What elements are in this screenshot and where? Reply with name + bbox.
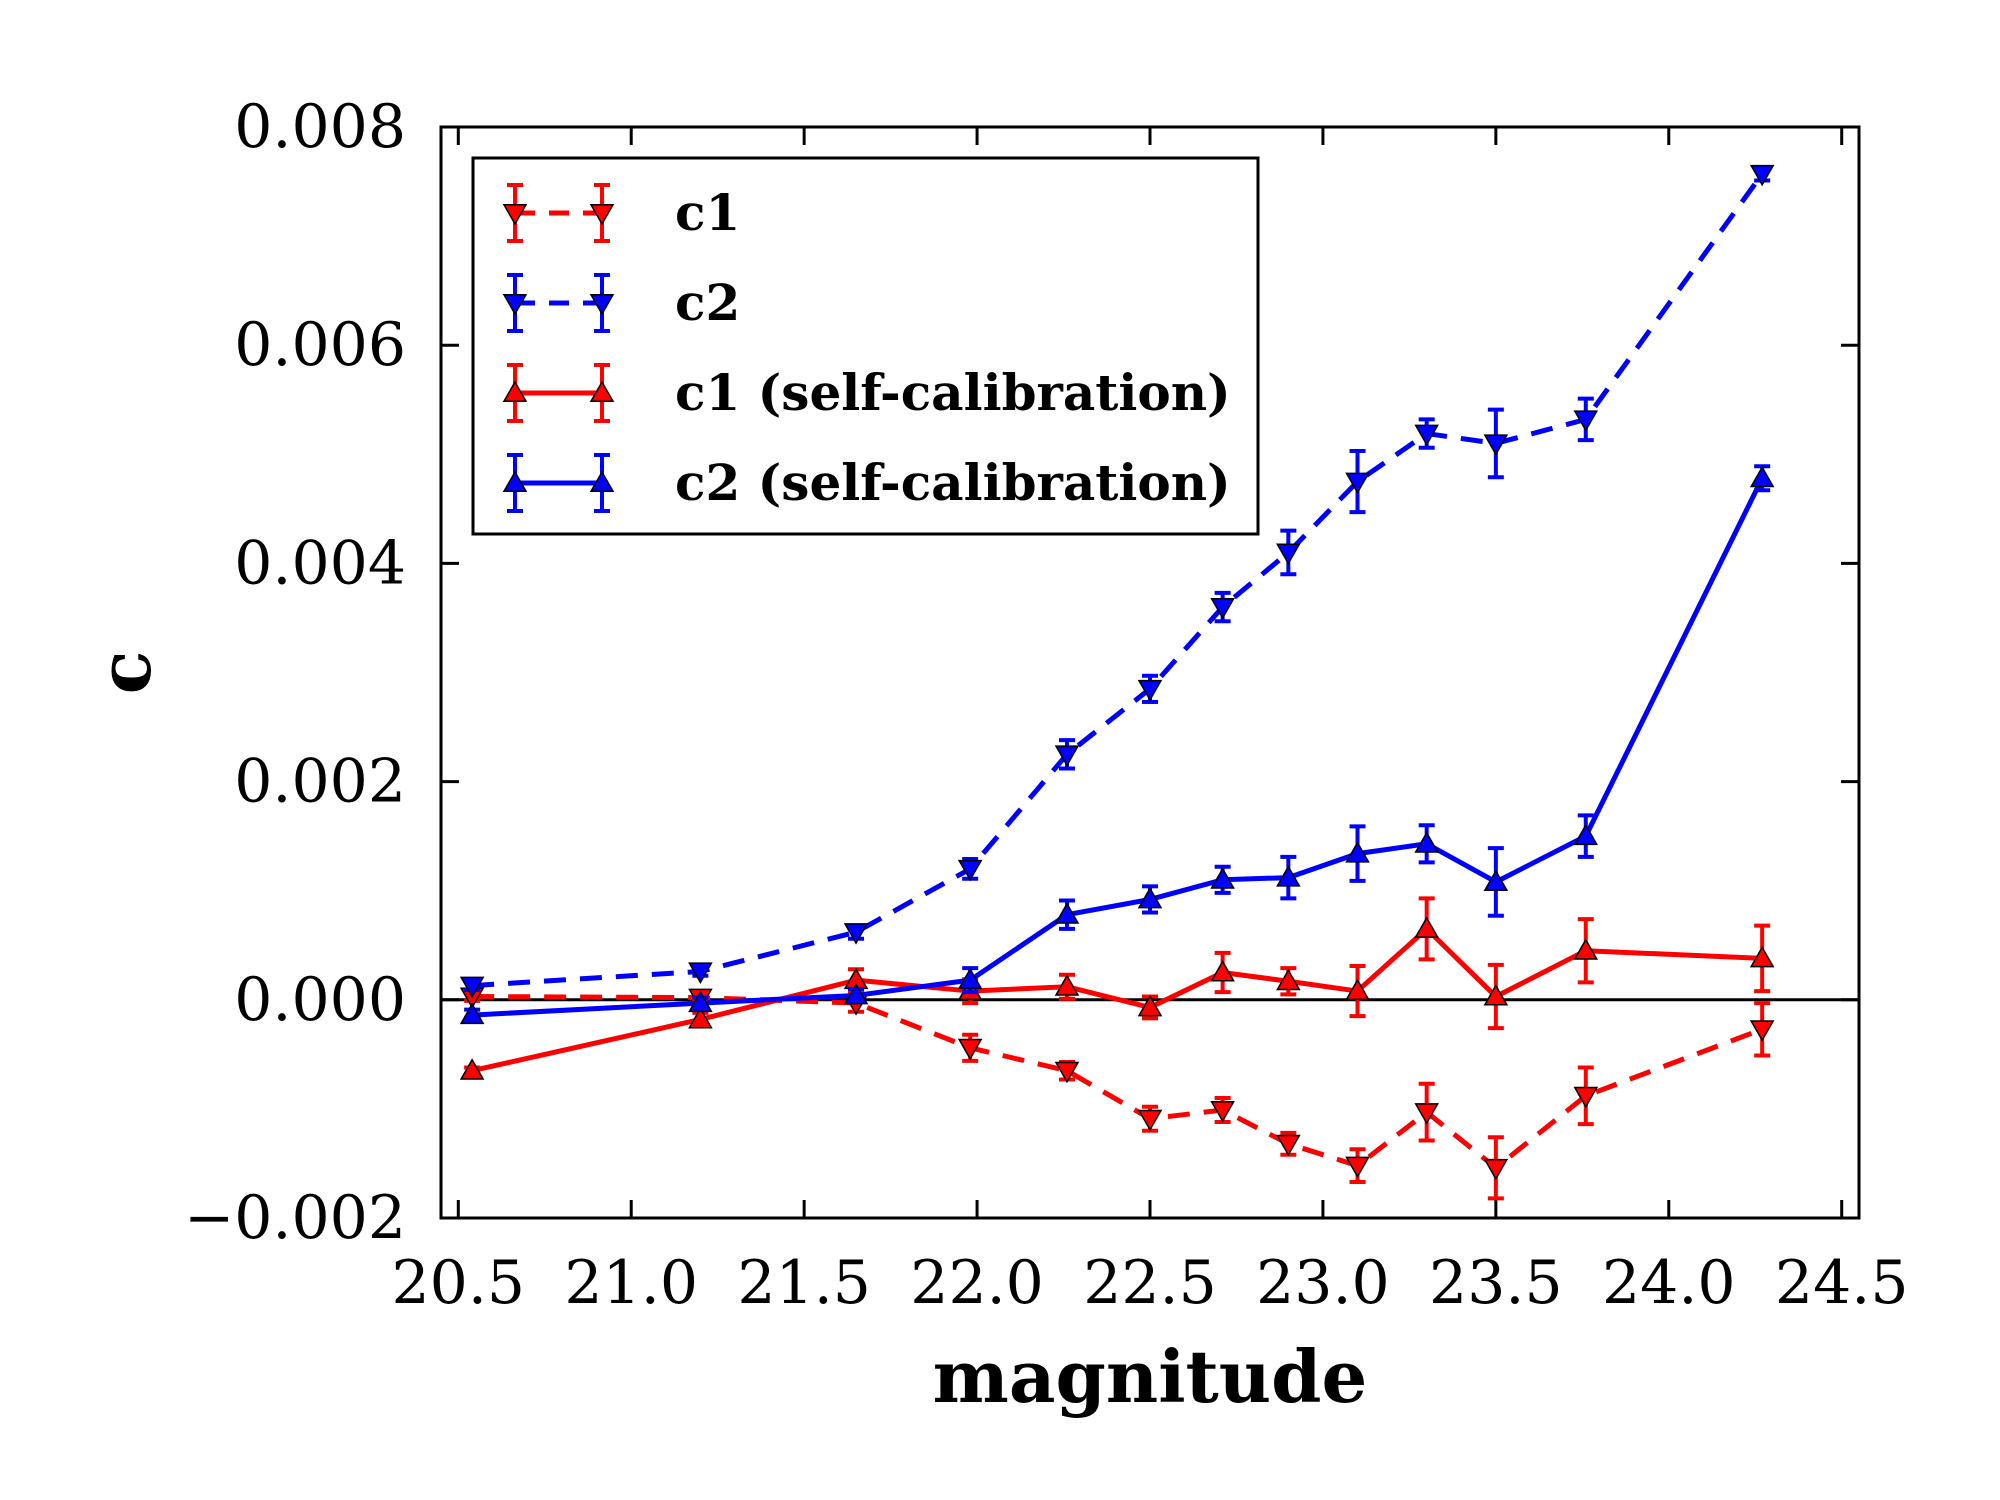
data-point [1210, 598, 1235, 620]
legend-label: c1 (self-calibration) [675, 363, 1231, 422]
legend-label: c2 (self-calibration) [675, 453, 1231, 512]
data-point [1137, 886, 1163, 909]
data-point [1054, 902, 1080, 924]
x-tick-label: 20.5 [391, 1248, 525, 1318]
legend-marker [502, 294, 528, 316]
y-tick-label: 0.000 [234, 965, 406, 1035]
data-point [1054, 1061, 1080, 1084]
series-3 [459, 896, 1775, 1080]
data-point [1573, 1086, 1599, 1109]
data-point [1749, 945, 1775, 968]
data-point [957, 967, 983, 990]
data-point [1210, 1100, 1235, 1123]
data-point [1414, 1103, 1439, 1125]
legend-marker [502, 470, 528, 492]
data-point [1414, 916, 1439, 938]
legend-marker [502, 380, 528, 402]
legend-label: c2 [675, 273, 740, 332]
legend-marker [502, 204, 528, 226]
x-tick-label: 23.0 [1256, 1248, 1390, 1318]
data-point [1054, 745, 1080, 767]
y-tick-label: 0.006 [234, 310, 406, 380]
x-tick-label: 21.5 [737, 1248, 871, 1318]
data-point [1573, 938, 1599, 960]
data-point [688, 962, 713, 984]
y-axis-title: c [82, 651, 167, 695]
x-tick-label: 21.0 [564, 1248, 698, 1318]
data-point [1054, 974, 1080, 996]
legend-marker [589, 470, 615, 492]
legend-marker [589, 204, 615, 226]
data-point [1414, 424, 1439, 447]
data-point [1749, 465, 1775, 488]
legend-entry-3: c1 (self-calibration) [502, 363, 1231, 423]
legend-marker [589, 294, 615, 316]
y-tick-label: 0.002 [234, 747, 406, 817]
legend-entry-1: c1 [502, 183, 740, 243]
data-point [843, 982, 869, 1005]
data-point [1345, 841, 1370, 863]
series-4 [459, 464, 1775, 1025]
data-point [1137, 679, 1163, 702]
data-point [459, 1058, 485, 1080]
y-tick-label: 0.004 [234, 528, 406, 598]
y-tick-label: −0.002 [184, 1183, 406, 1253]
x-tick-label: 23.5 [1429, 1248, 1563, 1318]
legend-entry-2: c2 [502, 273, 740, 333]
x-tick-label: 22.5 [1083, 1248, 1217, 1318]
data-point [1483, 1158, 1509, 1181]
series-1 [459, 987, 1775, 1201]
data-point [688, 990, 713, 1013]
legend: c1 c2 c1 (self-calibration) c2 (self-calibr… [471, 156, 1260, 536]
series-line-1 [472, 994, 1764, 1171]
data-point [1483, 434, 1509, 456]
x-axis-title: magnitude [933, 1334, 1368, 1419]
data-point [1276, 865, 1301, 887]
data-point [1137, 1109, 1163, 1132]
data-point [1345, 1156, 1370, 1179]
data-layer [441, 164, 1859, 1201]
data-point [1276, 543, 1301, 566]
legend-entry-4: c2 (self-calibration) [502, 453, 1231, 513]
x-tick-label: 24.0 [1602, 1248, 1736, 1318]
data-point [1749, 164, 1775, 187]
x-tick-label: 24.5 [1775, 1248, 1909, 1318]
axes-layer: 20.5 21.0 21.5 22.0 22.5 23.0 23.5 24.0 24.5 −0.0… [82, 92, 1909, 1419]
data-point [1276, 1134, 1301, 1157]
data-point [1210, 867, 1235, 889]
data-point [1414, 831, 1439, 853]
data-point [1276, 968, 1301, 991]
data-point [688, 1006, 713, 1029]
data-point [1483, 984, 1509, 1006]
data-point [1345, 978, 1370, 1001]
y-tick-label: 0.008 [234, 92, 406, 162]
legend-marker [589, 380, 615, 402]
data-point [843, 923, 869, 945]
data-point [1749, 1020, 1775, 1042]
data-point [1573, 823, 1599, 846]
data-point [459, 1002, 485, 1025]
data-point [1137, 994, 1163, 1017]
series-line-4 [471, 477, 1765, 1018]
legend-label: c1 [675, 183, 740, 242]
data-point [957, 859, 983, 882]
data-point [1573, 410, 1599, 432]
data-point [957, 1038, 983, 1061]
data-point [459, 976, 485, 999]
data-point [1483, 869, 1509, 891]
data-point [1345, 472, 1370, 495]
series-2 [459, 164, 1775, 999]
x-tick-label: 22.0 [910, 1248, 1044, 1318]
data-point [1210, 960, 1235, 982]
